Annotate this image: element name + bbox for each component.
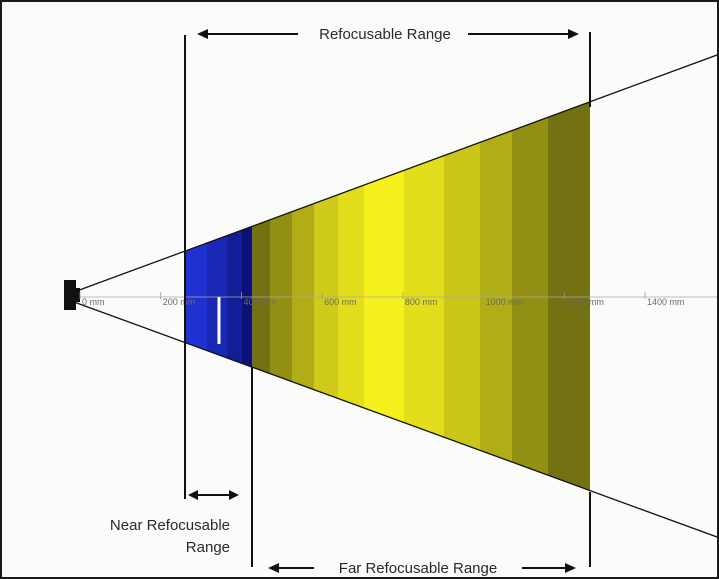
near-refocusable-range-arrow — [188, 490, 239, 500]
near-refocusable-range-label-line2: Range — [186, 539, 230, 556]
refocusable-range-arrow — [197, 29, 579, 39]
depth-slabs — [185, 101, 590, 491]
far-depth-slab — [314, 194, 338, 399]
far-depth-slab — [404, 155, 444, 438]
axis-tick-label: 1000 mm — [486, 297, 524, 307]
camera-icon — [64, 280, 80, 310]
refocusable-range-label: Refocusable Range — [319, 26, 451, 43]
axis-tick-label: 200 mm — [163, 297, 196, 307]
frustum-upper-line — [73, 54, 717, 293]
far-refocusable-range-label: Far Refocusable Range — [339, 560, 497, 577]
far-depth-slab — [548, 101, 590, 491]
far-depth-slab — [512, 117, 548, 476]
axis-tick-label: 600 mm — [324, 297, 357, 307]
far-refocusable-range-arrow — [268, 563, 576, 573]
far-depth-slab — [338, 185, 364, 408]
axis-tick-label: 400 mm — [243, 297, 276, 307]
axis-tick-label: 0 mm — [82, 297, 105, 307]
near-refocusable-range-label-line1: Near Refocusable — [110, 517, 230, 534]
far-depth-slab — [480, 130, 512, 463]
axis-tick-label: 1400 mm — [647, 297, 685, 307]
far-depth-slab — [444, 142, 480, 451]
far-depth-slab — [364, 170, 404, 423]
axis-tick-label: 800 mm — [405, 297, 438, 307]
frustum-lower-line — [73, 301, 717, 538]
axis-tick-label: 1200 mm — [566, 297, 604, 307]
depth-axis-ticks: 0 mm 200 mm 400 mm 600 mm 800 mm 1000 mm 1200 … — [79, 292, 685, 307]
